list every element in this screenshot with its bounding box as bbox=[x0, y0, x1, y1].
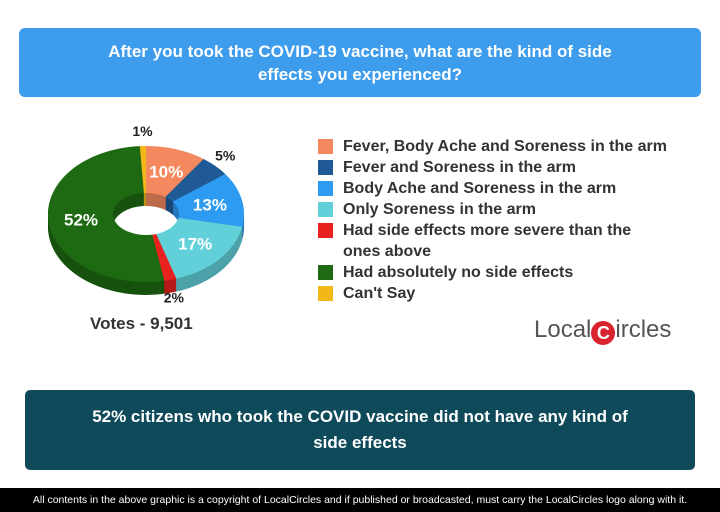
legend-swatch bbox=[318, 181, 333, 196]
conclusion-banner: 52% citizens who took the COVID vaccine … bbox=[25, 390, 695, 470]
legend-label: Had absolutely no side effects bbox=[343, 264, 574, 281]
conclusion-text: 52% citizens who took the COVID vaccine … bbox=[92, 407, 628, 452]
question-header: After you took the COVID-19 vaccine, wha… bbox=[19, 28, 701, 97]
legend-item: Body Ache and Soreness in the arm bbox=[318, 178, 698, 199]
votes-count: Votes - 9,501 bbox=[90, 314, 193, 333]
legend-item: Had absolutely no side effects bbox=[318, 262, 698, 283]
legend-label: Fever, Body Ache and Soreness in the arm bbox=[343, 138, 667, 155]
legend-swatch bbox=[318, 139, 333, 154]
question-title: After you took the COVID-19 vaccine, wha… bbox=[108, 41, 612, 84]
legend-label: Only Soreness in the arm bbox=[343, 201, 536, 218]
slice-6 bbox=[139, 146, 146, 194]
slice-0 bbox=[146, 146, 204, 198]
legend-item: Only Soreness in the arm bbox=[318, 199, 698, 220]
slice-4 bbox=[152, 233, 177, 281]
legend-swatch bbox=[318, 286, 333, 301]
legend-swatch bbox=[318, 202, 333, 217]
legend-swatch bbox=[318, 265, 333, 280]
legend-item: Had side effects more severe than the on… bbox=[318, 220, 698, 262]
data-label: 1% bbox=[132, 123, 153, 139]
data-label: 17% bbox=[178, 234, 212, 253]
data-label: 5% bbox=[215, 148, 236, 164]
legend-item: Fever, Body Ache and Soreness in the arm bbox=[318, 136, 698, 157]
data-label: 2% bbox=[164, 289, 185, 305]
legend-label: Fever and Soreness in the arm bbox=[343, 159, 576, 176]
legend-label: Had side effects more severe than the on… bbox=[343, 222, 632, 260]
legend-item: Can't Say bbox=[318, 283, 698, 304]
slice-1 bbox=[165, 158, 226, 202]
legend-label: Can't Say bbox=[343, 285, 416, 302]
donut-chart: 10% 5% 13% 17% 2% 52% 1% bbox=[47, 123, 244, 305]
data-label: 10% bbox=[149, 163, 183, 182]
data-label: 13% bbox=[193, 195, 227, 214]
legend-item: Fever and Soreness in the arm bbox=[318, 157, 698, 178]
legend-swatch bbox=[318, 160, 333, 175]
legend-swatch bbox=[318, 223, 333, 238]
slice-2 bbox=[172, 174, 244, 227]
copyright-footer: All contents in the above graphic is a c… bbox=[0, 488, 720, 512]
slice-3 bbox=[156, 217, 243, 279]
slice-5 bbox=[47, 146, 165, 282]
chart-legend: Fever, Body Ache and Soreness in the arm… bbox=[318, 136, 698, 304]
data-label: 52% bbox=[64, 211, 98, 230]
legend-label: Body Ache and Soreness in the arm bbox=[343, 180, 617, 197]
